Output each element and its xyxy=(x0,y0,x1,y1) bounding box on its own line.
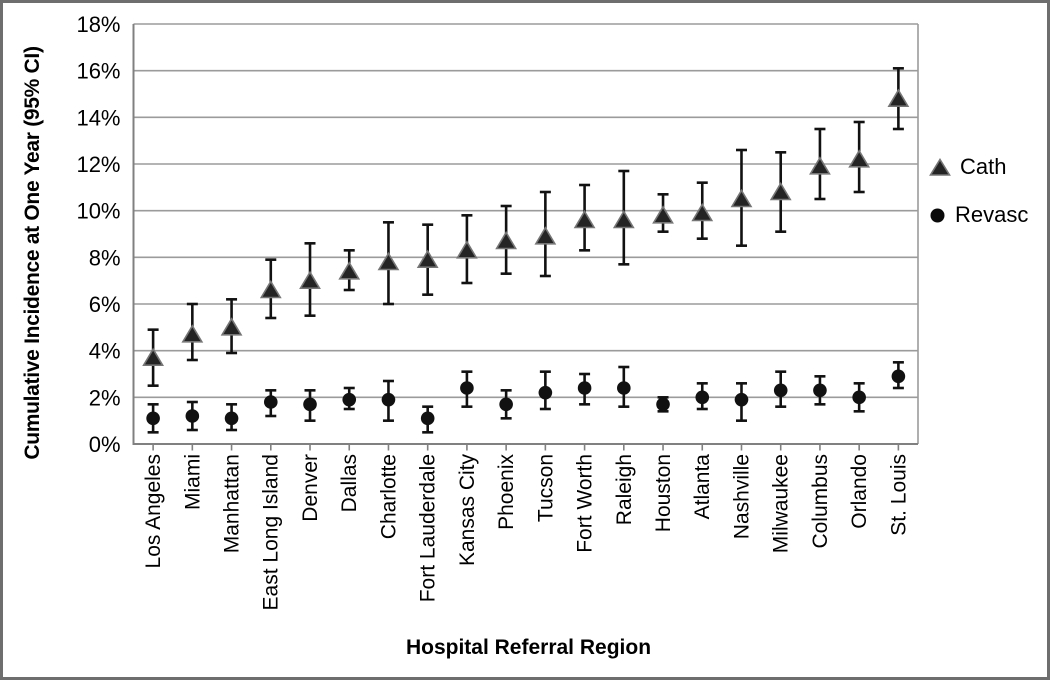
x-category-label: Denver xyxy=(299,454,322,522)
x-category-label: Manhattan xyxy=(220,454,243,553)
y-tick-label: 4% xyxy=(89,339,121,364)
cath-marker xyxy=(534,226,557,245)
revasc-marker xyxy=(420,411,435,426)
cath-marker xyxy=(220,317,243,336)
y-tick-label: 6% xyxy=(89,292,121,317)
y-tick-label: 18% xyxy=(76,12,120,37)
cath-marker xyxy=(848,149,871,168)
y-tick-label: 8% xyxy=(89,245,121,270)
x-category-label: Orlando xyxy=(848,454,871,529)
x-category-label: Miami xyxy=(181,454,204,510)
x-category-label: Nashville xyxy=(730,454,753,539)
revasc-marker xyxy=(224,411,239,426)
revasc-marker xyxy=(499,397,513,412)
revasc-marker xyxy=(303,397,317,412)
revasc-marker xyxy=(577,381,592,395)
y-axis-title: Cumulative Incidence at One Year (95% CI… xyxy=(21,46,44,460)
cath-marker xyxy=(652,205,674,224)
x-category-label: Los Angeles xyxy=(142,454,165,568)
y-tick-label: 14% xyxy=(76,105,120,130)
circle-marker-icon xyxy=(930,208,945,222)
cath-marker xyxy=(142,347,165,366)
legend-item-revasc: Revasc xyxy=(929,198,1028,232)
cath-marker xyxy=(299,270,321,289)
y-tick-label: 2% xyxy=(89,385,121,410)
triangle-marker-icon xyxy=(929,157,951,176)
cath-marker xyxy=(887,88,910,107)
x-axis-title: Hospital Referral Region xyxy=(405,636,652,659)
revasc-marker xyxy=(656,397,670,412)
revasc-marker xyxy=(342,392,357,407)
cath-marker xyxy=(573,209,596,229)
x-category-label: Houston xyxy=(652,454,675,532)
cath-marker xyxy=(181,324,204,343)
revasc-marker xyxy=(695,390,710,405)
cath-marker xyxy=(691,202,714,222)
cath-marker xyxy=(456,240,478,259)
y-tick-label: 10% xyxy=(76,199,120,224)
x-category-label: Fort Lauderdale xyxy=(417,454,440,602)
x-category-label: East Long Island xyxy=(260,454,283,610)
cath-marker xyxy=(259,279,282,299)
chart-canvas: 0% 2% 4% 6% 8% 10% 12% 14% 16% 18% Los Angeles Miam… xyxy=(76,12,919,610)
revasc-marker xyxy=(773,383,788,398)
revasc-marker xyxy=(460,381,474,395)
revasc-marker xyxy=(852,390,866,405)
legend-item-cath: Cath xyxy=(929,150,1028,184)
revasc-marker xyxy=(263,395,278,409)
revasc-marker xyxy=(185,409,200,423)
legend-label-revasc: Revasc xyxy=(955,202,1029,227)
x-category-label: Columbus xyxy=(809,454,832,549)
cath-marker xyxy=(730,188,753,208)
y-tick-label: 16% xyxy=(76,59,120,84)
cath-marker xyxy=(495,230,518,250)
x-category-label: Raleigh xyxy=(613,454,636,525)
legend-label-cath: Cath xyxy=(960,154,1007,179)
revasc-marker xyxy=(813,383,827,398)
revasc-marker xyxy=(891,369,906,384)
legend: Cath Revasc xyxy=(929,150,1028,246)
cath-marker xyxy=(769,181,792,201)
revasc-marker xyxy=(381,392,396,407)
x-category-label: Charlotte xyxy=(377,454,400,539)
cath-marker xyxy=(377,251,400,271)
x-category-label: Kansas City xyxy=(456,454,479,567)
x-category-label: Atlanta xyxy=(691,454,714,520)
revasc-marker xyxy=(538,385,553,400)
revasc-marker xyxy=(146,411,160,426)
cath-marker xyxy=(338,261,361,280)
y-tick-label: 0% xyxy=(89,432,121,457)
x-category-label: Tucson xyxy=(534,454,557,522)
x-category-label: St. Louis xyxy=(887,454,910,536)
cath-marker xyxy=(809,156,831,175)
x-category-label: Phoenix xyxy=(495,454,518,530)
cath-marker xyxy=(416,249,439,268)
x-category-label: Fort Worth xyxy=(574,454,597,553)
cath-marker xyxy=(612,209,635,229)
revasc-marker xyxy=(617,381,631,395)
x-category-label: Milwaukee xyxy=(770,454,793,553)
revasc-marker xyxy=(734,392,749,407)
x-category-label: Dallas xyxy=(338,454,361,512)
y-tick-label: 12% xyxy=(76,152,120,177)
